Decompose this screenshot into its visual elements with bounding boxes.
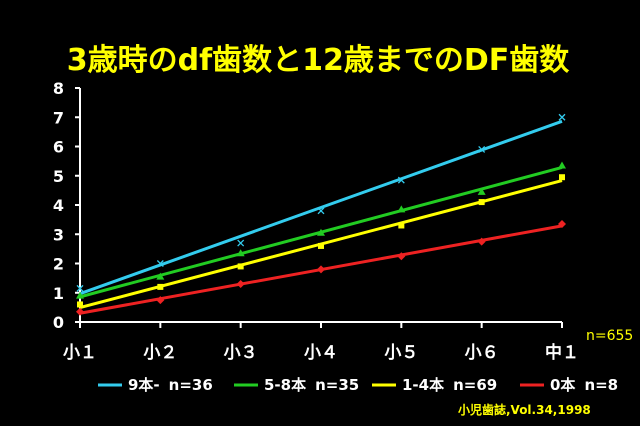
data-point — [559, 174, 565, 181]
y-tick-label: 2 — [53, 255, 64, 274]
legend-n-label: n=35 — [315, 376, 359, 394]
series-markers — [76, 113, 566, 316]
y-tick-label: 6 — [53, 138, 64, 157]
data-point — [157, 283, 164, 290]
data-point — [477, 237, 486, 246]
data-point — [318, 242, 324, 249]
data-point — [317, 265, 325, 274]
data-point — [236, 249, 245, 257]
source-citation: 小児歯誌,Vol.34,1998 — [458, 402, 591, 417]
data-point — [558, 220, 566, 229]
legend-n-label: n=8 — [584, 376, 618, 394]
data-point — [237, 239, 245, 247]
legend-series-name: 0本 — [550, 376, 575, 394]
x-tick-label: 小１ — [63, 343, 97, 363]
data-point — [397, 252, 406, 261]
data-point — [478, 145, 486, 153]
legend: 9本-n=36 5-8本 n=35 1-4本 n=69 0本 n=8 — [98, 376, 618, 394]
data-point — [558, 113, 566, 121]
data-point — [237, 263, 244, 270]
data-point — [156, 272, 165, 280]
data-point — [236, 279, 245, 288]
data-point — [76, 307, 84, 316]
y-tick-label: 5 — [53, 167, 64, 186]
x-tick-label: 小５ — [384, 343, 418, 363]
y-tick-label: 7 — [53, 108, 64, 127]
series-lines — [79, 119, 563, 315]
x-tick-label: 小４ — [304, 343, 338, 363]
x-tick-label: 中１ — [545, 342, 579, 363]
chart-title: 3歳時のdf歯数と12歳までのDF歯数 — [67, 43, 571, 78]
legend-series-name: 9本- — [128, 376, 160, 394]
y-tick-label: 4 — [53, 196, 64, 215]
x-tick-label: 小６ — [465, 343, 499, 363]
data-point — [478, 199, 485, 206]
y-tick-label: 8 — [53, 79, 64, 98]
data-point — [397, 176, 405, 184]
legend-n-label: n=36 — [169, 376, 213, 394]
data-point — [317, 207, 325, 215]
legend-series-name: 1-4本 — [402, 376, 444, 394]
data-point — [397, 205, 406, 213]
legend-n-label: n=69 — [453, 376, 497, 394]
data-point — [398, 222, 405, 229]
data-point — [156, 296, 165, 305]
data-point — [558, 161, 566, 169]
y-tick-label: 0 — [53, 313, 64, 332]
legend-series-name: 5-8本 — [264, 376, 306, 394]
data-point — [76, 291, 84, 299]
data-point — [477, 187, 486, 195]
y-tick-label: 3 — [53, 225, 64, 244]
data-point — [317, 228, 325, 236]
y-tick-label: 1 — [53, 284, 64, 303]
data-point — [77, 301, 83, 308]
sample-size-note: n=655 — [586, 328, 633, 344]
x-tick-label: 小２ — [143, 343, 177, 363]
x-tick-label: 小３ — [224, 343, 258, 363]
axes: 0 1 2 3 4 5 6 7 8 小１ 小２ 小３ 小４ 小５ 小６ 中１ — [53, 79, 579, 363]
data-point — [156, 260, 164, 267]
data-point — [76, 284, 84, 292]
